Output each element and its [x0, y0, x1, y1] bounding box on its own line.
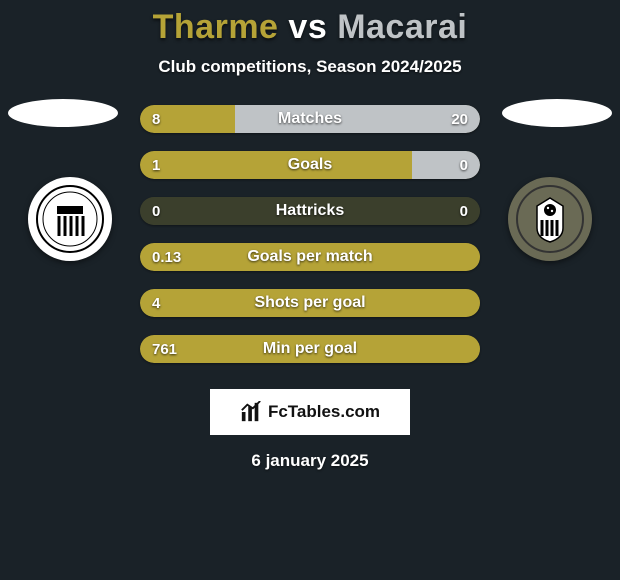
stat-value-left: 4	[140, 289, 172, 317]
stat-row: Hattricks0 0	[140, 197, 480, 225]
stat-value-left: 8	[140, 105, 172, 133]
stat-value-right: 0	[448, 151, 480, 179]
comparison-stage: Matches820Goals10Hattricks00Goals per ma…	[0, 105, 620, 363]
vs-text: vs	[288, 8, 327, 46]
stat-label: Hattricks	[140, 197, 480, 225]
ellipse-right	[502, 99, 612, 127]
stat-label: Shots per goal	[140, 289, 480, 317]
stat-value-left: 761	[140, 335, 189, 363]
stat-row: Shots per goal4	[140, 289, 480, 317]
stat-value-right: 0	[448, 197, 480, 225]
stat-label: Matches	[140, 105, 480, 133]
crest-left-icon	[35, 184, 105, 254]
player1-name: Tharme	[153, 8, 279, 46]
chart-icon	[240, 401, 262, 423]
bars-container: Matches820Goals10Hattricks00Goals per ma…	[140, 105, 480, 363]
page-title: Tharme vs Macarai	[0, 0, 620, 47]
team-badge-right	[508, 177, 592, 261]
stat-row: Goals per match0.13	[140, 243, 480, 271]
stat-row: Goals1 0	[140, 151, 480, 179]
stat-value-right: 20	[439, 105, 480, 133]
stat-row: Matches8 20	[140, 105, 480, 133]
date-text: 6 january 2025	[0, 451, 620, 471]
stat-label: Goals	[140, 151, 480, 179]
card: Tharme vs Macarai Club competitions, Sea…	[0, 0, 620, 580]
team-badge-left	[28, 177, 112, 261]
brand-box: FcTables.com	[210, 389, 410, 435]
stat-value-left: 1	[140, 151, 172, 179]
crest-right-icon	[515, 184, 585, 254]
ellipse-left	[8, 99, 118, 127]
stat-value-left: 0.13	[140, 243, 193, 271]
stat-row: Min per goal761	[140, 335, 480, 363]
brand-text: FcTables.com	[268, 402, 380, 422]
stat-label: Min per goal	[140, 335, 480, 363]
subtitle: Club competitions, Season 2024/2025	[0, 57, 620, 77]
stat-value-left: 0	[140, 197, 172, 225]
player2-name: Macarai	[337, 8, 467, 46]
